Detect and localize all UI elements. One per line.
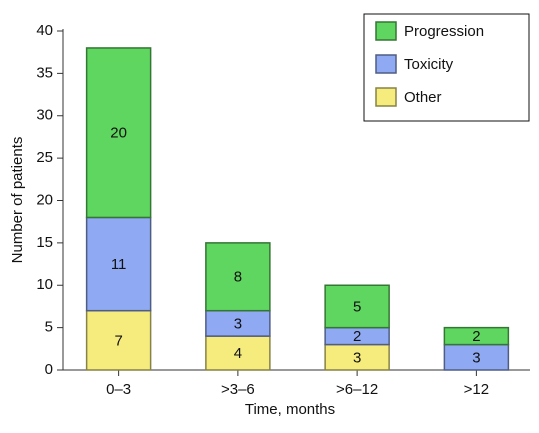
legend-label: Other — [404, 89, 442, 106]
y-tick-label: 35 — [36, 64, 53, 81]
x-tick-label: >6–12 — [336, 381, 378, 398]
data-label: 2 — [472, 328, 480, 345]
x-tick-label: 0–3 — [106, 381, 131, 398]
y-tick-label: 10 — [36, 276, 53, 293]
data-label: 7 — [114, 332, 122, 349]
y-tick-label: 15 — [36, 234, 53, 251]
bar-segment — [205, 242, 271, 312]
y-tick-label: 25 — [36, 149, 53, 166]
data-label: 3 — [234, 315, 242, 332]
y-tick-label: 40 — [36, 22, 53, 39]
legend-label: Progression — [404, 23, 484, 40]
data-label: 8 — [234, 269, 242, 286]
x-axis-label: Time, months — [245, 401, 335, 418]
y-tick-label: 5 — [45, 319, 53, 336]
legend-swatch — [375, 54, 397, 74]
x-tick-label: >3–6 — [221, 381, 255, 398]
bar-segment — [443, 326, 510, 346]
y-tick-label: 0 — [45, 361, 53, 378]
y-tick-label: 30 — [36, 107, 53, 124]
y-tick-label: 20 — [36, 191, 53, 208]
bar-segment — [85, 309, 152, 371]
bar-segment — [85, 47, 152, 219]
data-label: 2 — [353, 328, 361, 345]
data-label: 11 — [111, 256, 127, 273]
legend-swatch — [375, 87, 397, 107]
legend-swatch — [375, 21, 397, 41]
data-label: 4 — [234, 345, 242, 362]
legend-label: Toxicity — [404, 56, 454, 73]
data-label: 5 — [353, 298, 361, 315]
data-label: 20 — [110, 125, 127, 142]
bar-segment — [205, 335, 271, 371]
data-label: 3 — [472, 349, 480, 366]
bar-segment — [205, 309, 271, 337]
y-axis-label: Number of patients — [9, 137, 26, 264]
data-label: 3 — [353, 349, 361, 366]
x-tick-label: >12 — [464, 381, 489, 398]
bar-segment — [324, 284, 390, 329]
bar-segment — [324, 343, 390, 371]
